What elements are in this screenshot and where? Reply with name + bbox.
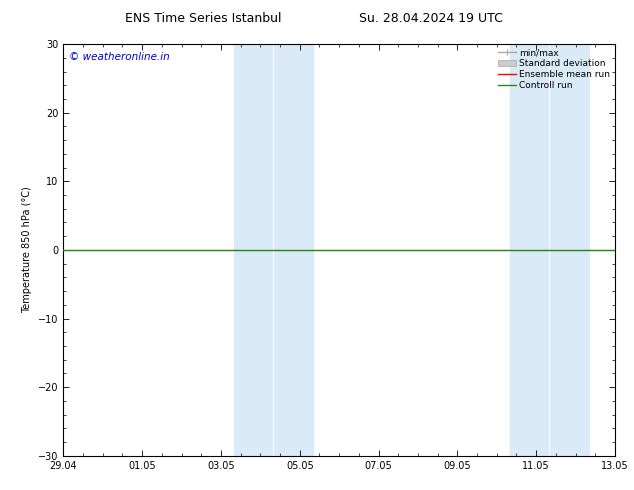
Y-axis label: Temperature 850 hPa (°C): Temperature 850 hPa (°C) [22,187,32,313]
Text: Su. 28.04.2024 19 UTC: Su. 28.04.2024 19 UTC [359,12,503,25]
Legend: min/max, Standard deviation, Ensemble mean run, Controll run: min/max, Standard deviation, Ensemble me… [496,47,612,92]
Text: © weatheronline.in: © weatheronline.in [69,52,170,62]
Bar [510,44,588,456]
Bar [234,44,313,456]
Text: ENS Time Series Istanbul: ENS Time Series Istanbul [125,12,281,25]
